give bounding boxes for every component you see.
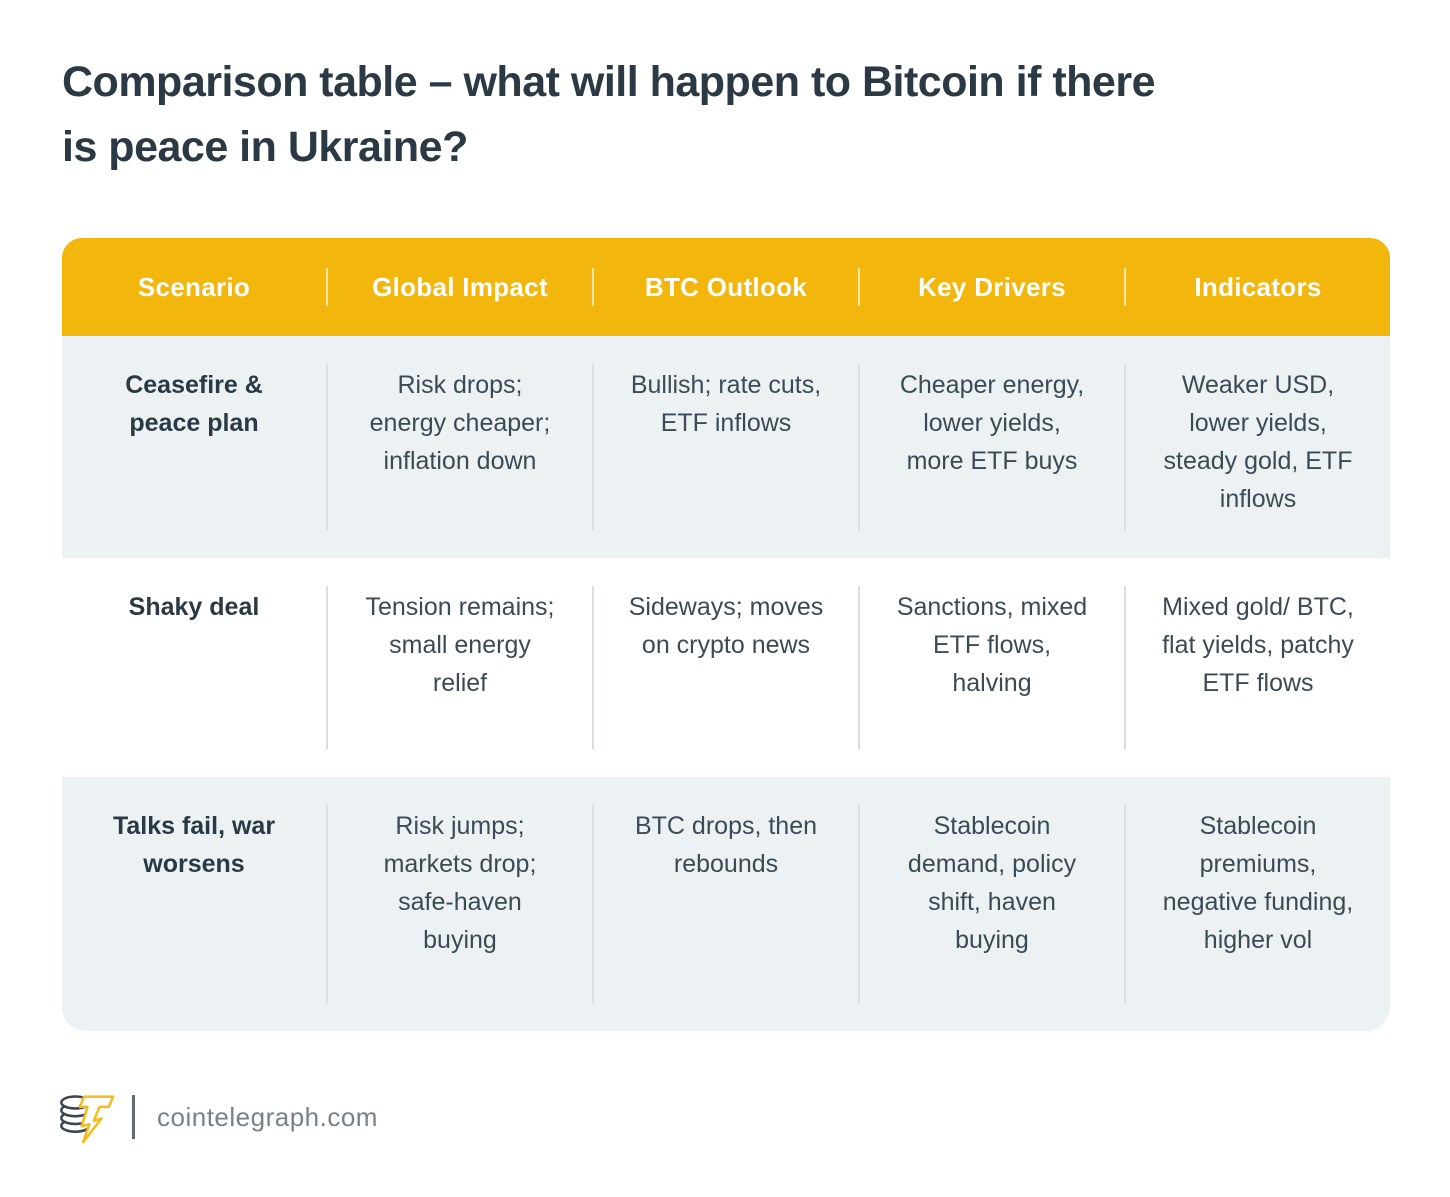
cell-divider [326,364,328,530]
table-row-talks-fail-war-worsens: Talks fail, war worsens Risk jumps; mark… [62,777,1390,1031]
header-divider [858,268,860,306]
cell-btc-outlook: BTC drops, then rebounds [634,812,818,878]
cell-key-drivers: Stablecoin demand, policy shift, haven b… [907,812,1077,954]
cell-btc-outlook: Sideways; moves on crypto news [628,593,824,659]
table-row-shaky-deal: Shaky deal Tension remains; small energy… [62,558,1390,777]
footer: cointelegraph.com [56,1086,378,1148]
page-title-line2: is peace in Ukraine? [62,123,468,171]
table-row-ceasefire-peace-plan: Ceasefire & peace plan Risk drops; energ… [62,336,1390,558]
cell-divider [1124,364,1126,530]
cell-indicators: Mixed gold/ BTC, flat yields, patchy ETF… [1162,593,1354,697]
cell-scenario: Shaky deal [128,593,260,621]
cell-divider [592,805,594,1003]
column-header-scenario: Scenario [137,271,251,302]
cell-indicators: Stablecoin premiums, negative funding, h… [1162,812,1354,954]
cell-key-drivers: Cheaper energy, lower yields, more ETF b… [899,371,1085,475]
header-divider [326,268,328,306]
page-title-line1: Comparison table – what will happen to B… [62,58,1156,106]
cell-scenario: Ceasefire & peace plan [125,371,263,437]
column-header-indicators: Indicators [1194,271,1322,302]
cointelegraph-logo [60,1095,115,1144]
page-title: Comparison table – what will happen to B… [62,50,1402,180]
header-divider [592,268,594,306]
cell-divider [1124,805,1126,1003]
cell-divider [1124,586,1126,749]
cell-btc-outlook: Bullish; rate cuts, ETF inflows [630,371,822,437]
table-header-row: Scenario Global Impact BTC Outlook Key D… [62,238,1390,336]
cell-global-impact: Risk drops; energy cheaper; inflation do… [369,371,551,475]
cell-divider [592,586,594,749]
header-divider [1124,268,1126,306]
cell-divider [326,805,328,1003]
cell-divider [858,364,860,530]
column-header-key-drivers: Key Drivers [918,271,1066,302]
column-header-btc-outlook: BTC Outlook [644,271,808,302]
lightning-bolt-icon [78,1095,115,1144]
footer-divider [132,1095,135,1139]
cell-divider [326,586,328,749]
cell-divider [858,586,860,749]
column-header-global-impact: Global Impact [372,271,548,302]
cell-global-impact: Risk jumps; markets drop; safe-haven buy… [383,812,537,954]
cell-divider [592,364,594,530]
cell-indicators: Weaker USD, lower yields, steady gold, E… [1163,371,1353,513]
cell-key-drivers: Sanctions, mixed ETF flows, halving [896,593,1088,697]
cell-scenario: Talks fail, war worsens [112,812,276,878]
footer-site-label: cointelegraph.com [157,1101,378,1132]
cell-global-impact: Tension remains; small energy relief [365,593,555,697]
cell-divider [858,805,860,1003]
comparison-table: Scenario Global Impact BTC Outlook Key D… [62,238,1390,1031]
